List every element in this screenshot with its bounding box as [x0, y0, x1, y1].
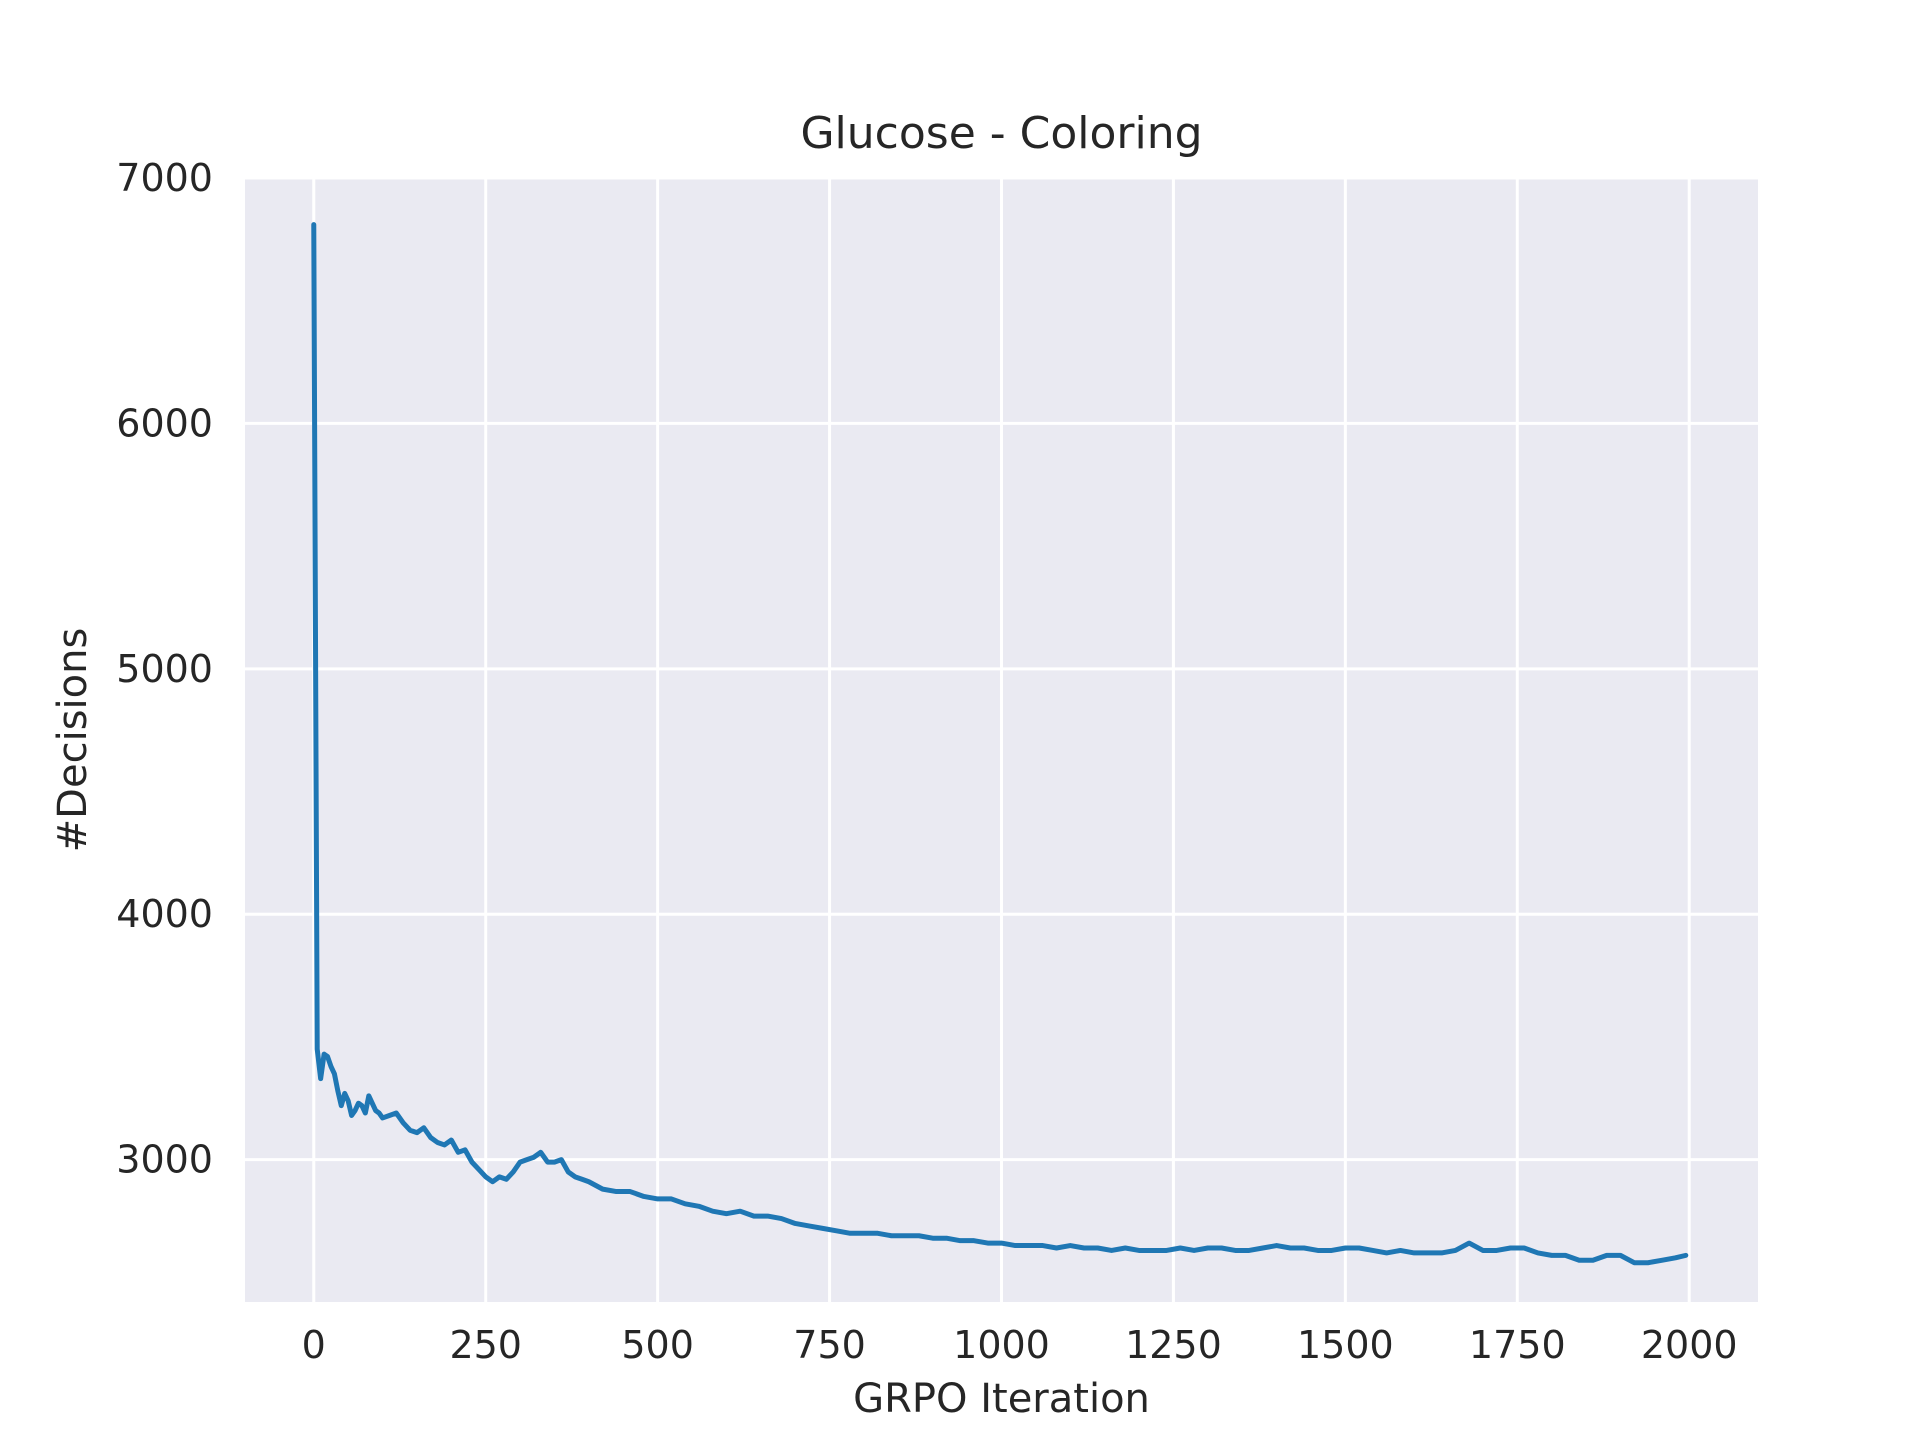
- series-layer: [311, 222, 1689, 1266]
- x-tick-label: 750: [793, 1323, 866, 1367]
- x-tick-label: 250: [449, 1323, 522, 1367]
- y-tick-label: 3000: [116, 1138, 213, 1182]
- y-tick-label: 6000: [116, 401, 213, 445]
- chart-title: Glucose - Coloring: [800, 108, 1202, 159]
- series-line: [311, 222, 1689, 1266]
- grid: [245, 176, 1758, 1302]
- x-axis-label: GRPO Iteration: [853, 1376, 1150, 1422]
- x-tick-label: 1250: [1125, 1323, 1222, 1367]
- y-axis-label: #Decisions: [50, 628, 96, 853]
- x-tick-label: 1500: [1297, 1323, 1394, 1367]
- y-tick-label: 4000: [116, 892, 213, 936]
- x-tick-label: 0: [302, 1323, 326, 1367]
- x-tick-label: 1000: [953, 1323, 1050, 1367]
- x-tick-label: 500: [621, 1323, 694, 1367]
- tick-labels: 0 250 500 750 1000 1250 1500 1750 2000 3000 4000 50…: [116, 156, 1737, 1367]
- y-tick-label: 5000: [116, 647, 213, 691]
- y-tick-label: 7000: [116, 156, 213, 200]
- x-tick-label: 2000: [1641, 1323, 1738, 1367]
- x-tick-label: 1750: [1469, 1323, 1566, 1367]
